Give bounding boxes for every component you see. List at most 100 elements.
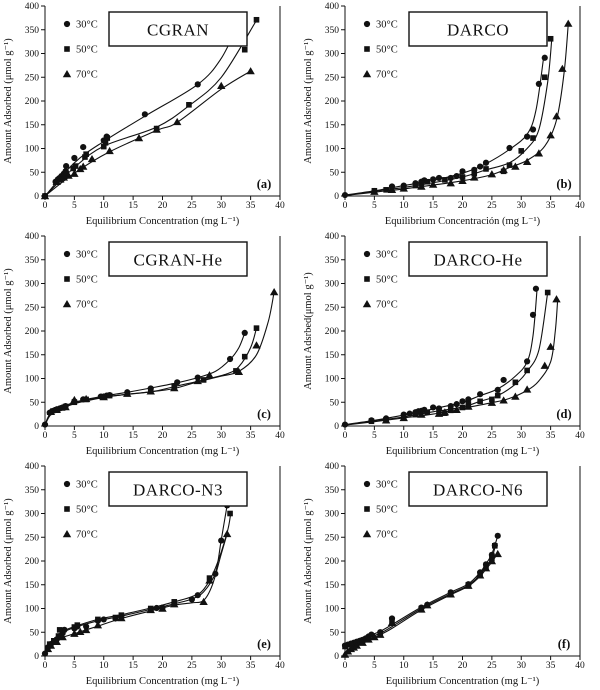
series-70°C [43,529,232,655]
panel-b: 0 5 10 15 20 25 30 35 40 0 50 100 150 200 250 300 350 400… [300,0,600,230]
svg-text:(f): (f) [558,637,571,651]
svg-text:30°C: 30°C [76,480,98,491]
svg-text:5: 5 [72,431,77,441]
svg-text:DARCO-N3: DARCO-N3 [133,481,223,500]
svg-text:35: 35 [246,661,256,671]
svg-text:40: 40 [575,661,585,671]
svg-text:Equilibrium Concentración (mg: Equilibrium Concentración (mg L⁻¹) [385,216,541,227]
series-30°C [341,54,548,199]
svg-text:30°C: 30°C [376,480,398,491]
svg-text:40: 40 [575,201,585,211]
svg-text:5: 5 [372,201,377,211]
svg-text:50°C: 50°C [376,275,398,286]
svg-text:40: 40 [275,201,285,211]
series-70°C [40,67,255,200]
svg-text:0: 0 [334,652,339,662]
svg-text:(c): (c) [257,407,271,421]
svg-text:150: 150 [325,581,340,591]
y-axis-label: Amount Adsorbed (μmol g⁻¹) [3,498,14,624]
panel-title-box: CGRAN-He [108,241,248,277]
svg-text:35: 35 [546,661,556,671]
legend: 30°C 50°C 70°C [62,20,98,81]
svg-text:0: 0 [34,652,39,662]
svg-text:0: 0 [43,431,48,441]
svg-text:15: 15 [128,431,138,441]
svg-text:200: 200 [25,557,40,567]
svg-text:100: 100 [325,375,340,385]
tick-marks [41,465,281,660]
svg-text:300: 300 [25,280,40,290]
svg-text:200: 200 [325,327,340,337]
panel-letter: (b) [556,177,571,191]
svg-text:300: 300 [25,50,40,60]
svg-text:0: 0 [43,201,48,211]
y-axis-label: Amount Adsorbed (μmol g⁻¹) [303,498,314,624]
svg-text:100: 100 [325,605,340,615]
panel-letter: (c) [257,407,271,421]
svg-text:300: 300 [325,510,340,520]
svg-text:35: 35 [246,431,256,441]
svg-text:250: 250 [25,533,40,543]
tick-marks [341,465,581,660]
svg-text:50°C: 50°C [76,505,98,516]
svg-text:30: 30 [217,431,227,441]
svg-text:25: 25 [487,661,497,671]
svg-text:20: 20 [458,201,468,211]
svg-text:40: 40 [275,661,285,671]
svg-text:5: 5 [372,431,377,441]
svg-text:35: 35 [546,431,556,441]
legend: 30°C 50°C 70°C [362,250,398,311]
svg-text:0: 0 [343,431,348,441]
svg-text:Equilibrium Concentration (mg: Equilibrium Concentration (mg L⁻¹) [86,446,240,457]
svg-text:350: 350 [25,256,40,266]
svg-text:150: 150 [25,351,40,361]
svg-text:100: 100 [325,145,340,155]
svg-text:70°C: 70°C [376,530,398,541]
svg-text:250: 250 [325,533,340,543]
legend: 30°C 50°C 70°C [62,250,98,311]
svg-text:350: 350 [325,256,340,266]
svg-text:30°C: 30°C [376,20,398,31]
svg-text:70°C: 70°C [76,300,98,311]
svg-text:30°C: 30°C [76,20,98,31]
svg-text:300: 300 [325,50,340,60]
chart-darco-he: 0 5 10 15 20 25 30 35 40050100150200250300350400… [303,232,585,457]
svg-text:400: 400 [25,462,40,472]
svg-text:350: 350 [325,486,340,496]
svg-text:30: 30 [517,201,527,211]
y-axis-label: Amount Adsorbed (μmol g⁻¹) [3,38,14,164]
svg-text:50°C: 50°C [376,505,398,516]
svg-text:Amount Adsorbed (μmol g⁻¹): Amount Adsorbed (μmol g⁻¹) [3,268,14,394]
svg-text:350: 350 [25,26,40,36]
svg-text:100: 100 [25,605,40,615]
series-70°C [340,549,502,658]
x-axis-label: Equilibrium Concentración (mg L⁻¹) [385,216,541,227]
svg-text:0: 0 [43,661,48,671]
legend: 30°C 50°C 70°C [362,480,398,541]
svg-text:Amount Adsorbed (μmol g⁻¹): Amount Adsorbed (μmol g⁻¹) [303,498,314,624]
svg-text:150: 150 [325,351,340,361]
svg-text:50°C: 50°C [76,275,98,286]
svg-text:350: 350 [25,486,40,496]
svg-text:25: 25 [487,431,497,441]
x-axis-label: Equilibrium Concentration (mg L⁻¹) [86,216,240,227]
svg-text:5: 5 [372,661,377,671]
svg-text:30: 30 [217,201,227,211]
svg-text:Amount Adsrbed(μmol g⁻¹): Amount Adsrbed(μmol g⁻¹) [303,272,314,390]
panel-title-box: DARCO-N3 [108,471,248,507]
svg-text:DARCO: DARCO [447,21,509,40]
x-axis-label: Equilibrium Concentration (mg L⁻¹) [86,676,240,687]
chart-darco: 0 5 10 15 20 25 30 35 40050100150200250300350400… [303,2,585,227]
y-axis-label: Amount Adsrobed (μmol g⁻¹) [303,38,314,164]
svg-text:20: 20 [158,661,168,671]
svg-text:400: 400 [25,232,40,242]
svg-text:300: 300 [25,510,40,520]
svg-text:15: 15 [128,661,138,671]
panel-title-box: DARCO-N6 [408,471,548,507]
